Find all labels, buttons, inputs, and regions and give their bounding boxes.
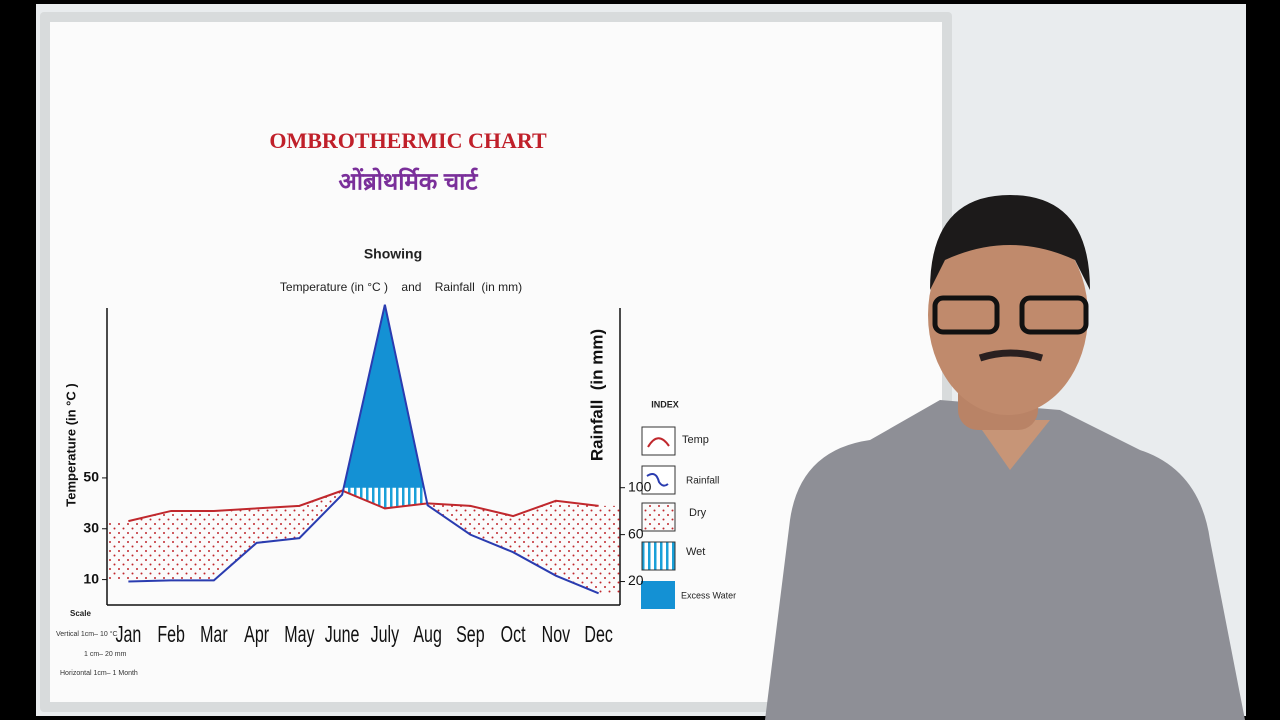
scale-title: Scale	[70, 609, 91, 618]
index-title: INDEX	[651, 399, 679, 409]
x-tick-label: July	[371, 622, 400, 648]
legend-label: Rainfall	[686, 476, 719, 487]
y-tick-label: 10	[83, 570, 99, 586]
y2-axis-label: Rainfall (in mm)	[587, 329, 606, 461]
person	[765, 195, 1245, 720]
legend-label: Temp	[682, 434, 709, 446]
x-tick-label: Jan	[115, 622, 141, 648]
x-tick-label: June	[325, 622, 360, 648]
legend-swatch	[647, 437, 670, 448]
legend-box	[641, 541, 676, 571]
chart-title: OMBROTHERMIC CHART	[269, 128, 547, 153]
x-tick-label: Dec	[584, 622, 613, 648]
x-tick-label: Oct	[501, 622, 526, 648]
subtitle: Temperature (in °C ) and Rainfall (in mm…	[280, 280, 522, 294]
legend-label: Wet	[686, 546, 705, 558]
y-axis-label: Temperature (in °C )	[63, 383, 78, 506]
legend-label: Excess Water	[681, 590, 736, 600]
series-line	[128, 304, 600, 595]
scale-note: 1 cm– 20 mm	[84, 651, 127, 658]
x-tick-label: Mar	[200, 622, 228, 648]
x-tick-label: Sep	[456, 622, 484, 648]
y-tick-label: 50	[83, 469, 99, 485]
scale-note: Vertical 1cm– 10 °C	[56, 630, 118, 638]
scale-note: Horizontal 1cm– 1 Month	[60, 670, 138, 677]
x-tick-label: Nov	[542, 622, 571, 648]
series-line	[128, 489, 599, 523]
y-tick-label: 30	[83, 519, 99, 535]
x-tick-label: May	[284, 622, 314, 648]
x-tick-label: Aug	[413, 622, 441, 648]
y2-tick-label: 20	[628, 572, 644, 588]
legend-label: Dry	[689, 507, 707, 519]
y2-tick-label: 60	[628, 525, 644, 541]
chart-title-hindi: ओंब्रोथर्मिक चार्ट	[338, 167, 478, 195]
y2-tick-label: 100	[628, 478, 652, 494]
x-tick-label: Feb	[157, 622, 185, 648]
legend-box	[641, 502, 676, 532]
subtitle-top: Showing	[364, 246, 422, 262]
legend-swatch	[646, 473, 669, 487]
legend-box	[641, 426, 676, 456]
x-tick-label: Apr	[244, 622, 269, 648]
legend-box	[641, 581, 675, 609]
excess-area	[343, 304, 424, 488]
